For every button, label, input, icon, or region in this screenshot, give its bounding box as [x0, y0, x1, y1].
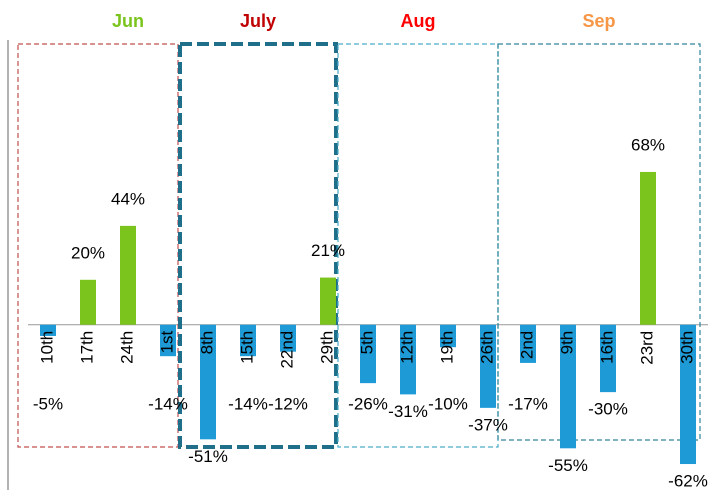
value-label: -14% [228, 394, 268, 413]
x-tick-label: 23rd [637, 331, 656, 365]
value-label: -55% [548, 456, 588, 475]
x-tick-label: 15th [237, 331, 256, 364]
bar [240, 324, 256, 357]
value-label: 44% [111, 189, 145, 208]
x-tick-label: 8th [197, 331, 216, 355]
x-tick-label: 26th [477, 331, 496, 364]
bar [200, 324, 216, 440]
x-tick-label: 17th [77, 331, 96, 364]
value-label: -51% [188, 447, 228, 466]
x-tick-label: 12th [397, 331, 416, 364]
x-tick-label: 9th [557, 331, 576, 355]
bar [480, 324, 496, 408]
x-tick-label: 16th [597, 331, 616, 364]
value-label: -31% [388, 402, 428, 421]
bar [80, 279, 96, 325]
x-tick-label: 29th [317, 331, 336, 364]
bar [280, 324, 296, 352]
month-box [17, 43, 179, 448]
month-box [337, 43, 499, 448]
value-label: -12% [268, 394, 308, 413]
month-label: Sep [582, 11, 615, 31]
value-label: -10% [428, 394, 468, 413]
bar [120, 225, 136, 325]
x-tick-label: 30th [677, 331, 696, 364]
value-label: -17% [508, 394, 548, 413]
month-box [178, 42, 338, 449]
month-label: July [240, 11, 276, 31]
bar [400, 324, 416, 395]
bar [680, 324, 696, 465]
value-label: -62% [668, 472, 708, 491]
x-tick-label: 5th [357, 331, 376, 355]
value-label: 20% [71, 243, 105, 262]
value-label: 21% [311, 241, 345, 260]
value-label: -37% [468, 415, 508, 434]
x-tick-label: 19th [437, 331, 456, 364]
month-label: Aug [401, 11, 436, 31]
value-label: -26% [348, 394, 388, 413]
x-tick-label: 24th [117, 331, 136, 364]
value-label: 68% [631, 135, 665, 154]
value-label: -30% [588, 400, 628, 419]
bar [160, 324, 176, 357]
bar [640, 171, 656, 325]
x-tick-label: 10th [37, 331, 56, 364]
bar [600, 324, 616, 393]
bar [320, 277, 336, 325]
x-tick-label: 22nd [277, 331, 296, 369]
value-label: -14% [148, 394, 188, 413]
bar [440, 324, 456, 348]
bar [520, 324, 536, 363]
value-label: -5% [33, 394, 63, 413]
x-tick-label: 2nd [517, 331, 536, 359]
x-tick-label: 1st [157, 330, 176, 353]
bar [40, 324, 56, 336]
month-box [497, 43, 701, 441]
bar [560, 324, 576, 449]
bar [360, 324, 376, 384]
month-label: Jun [112, 11, 144, 31]
